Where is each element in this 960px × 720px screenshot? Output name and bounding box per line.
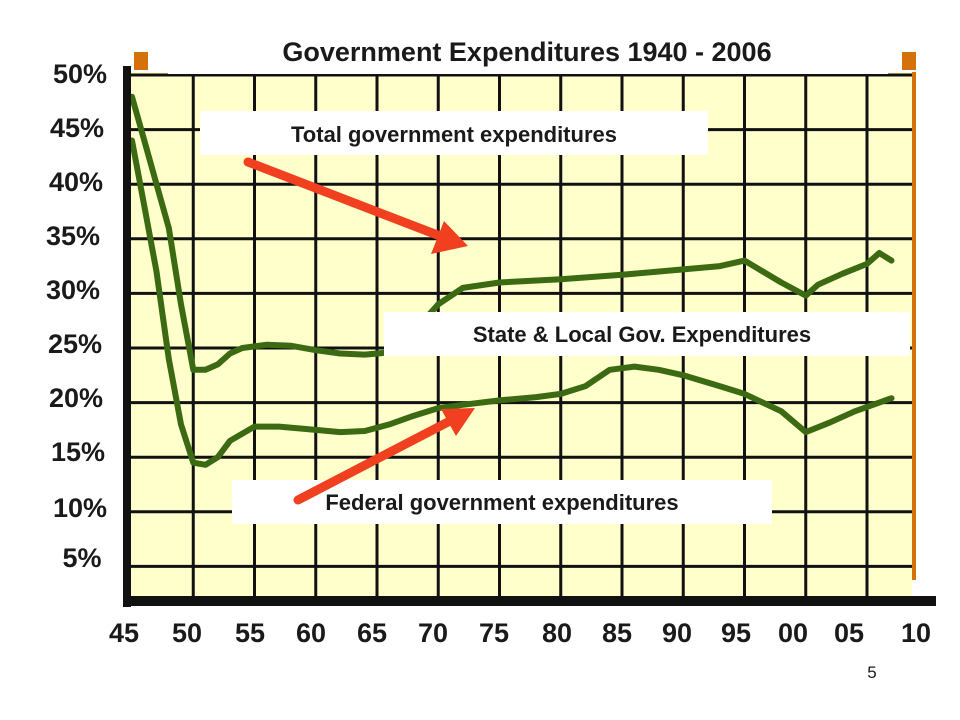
state-local-label-box (384, 312, 910, 356)
x-tick-label: 10 (901, 618, 931, 648)
x-tick-label: 70 (418, 618, 448, 648)
x-tick-label: 55 (235, 618, 265, 648)
federal-expenditures-label: Federal government expenditures (325, 490, 678, 515)
accent-marker-right (902, 52, 916, 70)
x-tick-label: 45 (109, 618, 139, 648)
state-local-label: State & Local Gov. Expenditures (473, 322, 811, 347)
y-tick-label: 45% (50, 113, 104, 143)
x-tick-label: 90 (662, 618, 692, 648)
y-tick-label: 15% (51, 437, 105, 467)
plot-right-edge (912, 72, 916, 580)
x-tick-label: 95 (721, 618, 751, 648)
x-tick-label: 85 (602, 618, 632, 648)
y-tick-label: 10% (53, 493, 107, 523)
series-line-federal (129, 137, 895, 468)
arrow-total-head (431, 221, 468, 254)
y-tick-label: 5% (62, 543, 101, 573)
y-tick-label: 25% (48, 329, 102, 359)
y-tick-label: 40% (49, 167, 103, 197)
x-tick-label: 60 (296, 618, 326, 648)
total-expenditures-label: Total government expenditures (291, 122, 617, 147)
x-tick-label: 50 (172, 618, 202, 648)
x-tick-labels: 45 50 55 60 65 70 75 80 85 90 95 00 05 10 (109, 618, 931, 648)
title-background (168, 18, 888, 74)
x-tick-label: 80 (542, 618, 572, 648)
page-number: 5 (867, 663, 876, 682)
x-tick-label: 00 (778, 618, 808, 648)
total-label-box (200, 111, 708, 155)
y-tick-label: 35% (46, 221, 100, 251)
y-tick-label: 20% (49, 383, 103, 413)
y-tick-labels: 50% 45% 40% 35% 30% 25% 20% 15% 10% 5% (46, 59, 107, 573)
y-tick-label: 50% (53, 59, 107, 89)
chart-title: Government Expenditures 1940 - 2006 (282, 37, 771, 67)
y-tick-label: 30% (46, 275, 100, 305)
x-tick-label: 65 (357, 618, 387, 648)
x-tick-label: 05 (834, 618, 864, 648)
arrow-federal (293, 417, 453, 505)
arrow-total (243, 157, 445, 241)
arrow-federal-head (441, 408, 475, 436)
x-tick-label: 75 (479, 618, 509, 648)
accent-marker-left (134, 52, 148, 70)
